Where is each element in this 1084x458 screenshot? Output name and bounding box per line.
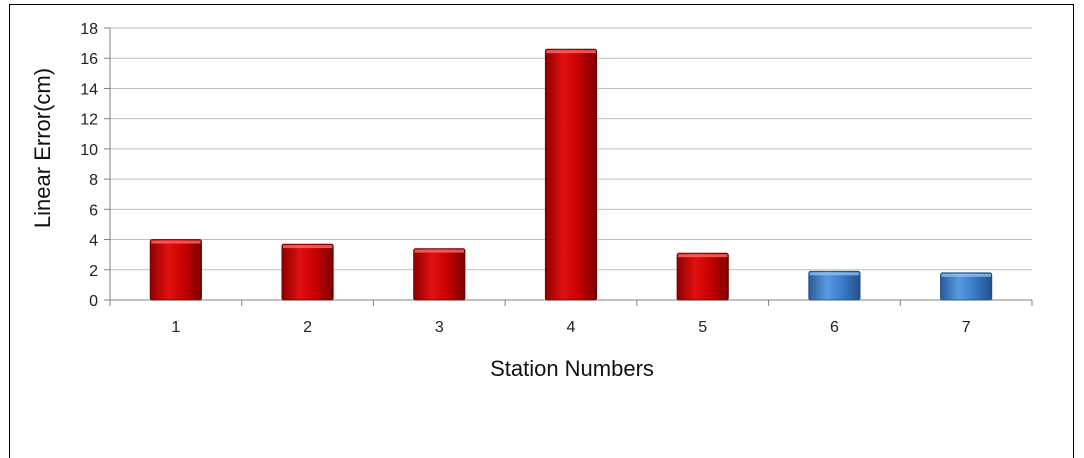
- bar-top-highlight: [546, 50, 596, 54]
- y-tick-label: 8: [89, 172, 98, 189]
- y-tick-label: 2: [89, 263, 98, 280]
- bar-top-highlight: [941, 273, 991, 277]
- y-tick-label: 10: [80, 142, 98, 159]
- bar-station-2: [281, 243, 334, 301]
- x-tick-label: 2: [303, 319, 312, 336]
- bar-station-1: [149, 239, 202, 301]
- x-tick-label: 1: [171, 319, 180, 336]
- y-tick-label: 4: [89, 233, 98, 250]
- y-tick-label: 16: [80, 51, 98, 68]
- bar-top-highlight: [678, 254, 728, 258]
- x-tick-label: 5: [698, 319, 707, 336]
- bars: [149, 48, 993, 301]
- chart-frame: [9, 4, 1074, 458]
- bar-station-3: [413, 248, 466, 301]
- y-tick-labels: 0 2 4 6 8 10 12 14 16 18: [80, 21, 98, 310]
- x-tick-label: 4: [567, 319, 576, 336]
- bar-station-4: [544, 48, 598, 301]
- x-tick-label: 7: [962, 319, 971, 336]
- bar-top-highlight: [809, 272, 860, 276]
- x-axis-title: Station Numbers: [490, 356, 654, 381]
- y-axis-title: Linear Error(cm): [30, 68, 55, 228]
- x-tick-label: 6: [830, 319, 839, 336]
- y-tick-label: 14: [80, 81, 98, 98]
- bar-station-6: [808, 270, 861, 301]
- x-tick-label: 3: [435, 319, 444, 336]
- bar-top-highlight: [414, 249, 464, 253]
- y-tick-label: 6: [89, 202, 98, 219]
- y-tick-label: 12: [80, 112, 98, 129]
- y-tick-label: 0: [89, 293, 98, 310]
- bar-station-5: [676, 252, 729, 301]
- bar-station-7: [940, 272, 993, 301]
- x-tick-labels: 1 2 3 4 5 6 7: [171, 319, 970, 336]
- y-tick-label: 18: [80, 21, 98, 38]
- bar-top-highlight: [151, 240, 201, 244]
- bar-top-highlight: [282, 245, 333, 249]
